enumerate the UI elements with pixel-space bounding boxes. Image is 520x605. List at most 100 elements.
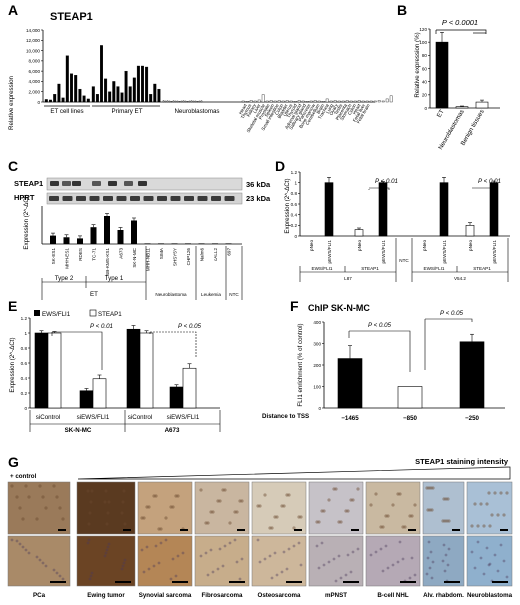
panel-c-ylabel: Expression (2^-ΔCt) (23, 194, 30, 249)
ihc-texture (86, 541, 90, 545)
panel-a-label: A (8, 2, 18, 18)
panel-c-sample-label: MHH-ES1 (65, 248, 70, 269)
panel-e-y-tick-label: 0.2 (21, 391, 28, 396)
scale-bar (492, 581, 508, 583)
panel-a-bar (188, 100, 191, 103)
ihc-texture (339, 520, 343, 524)
ihc-texture (206, 573, 210, 577)
panel-e-y-tick-label: 0.8 (21, 346, 28, 351)
panel-c-sample-label: CHP126 (186, 248, 191, 266)
panel-f-y-tick-label: 400 (313, 320, 321, 325)
blot-band-hprt (197, 196, 208, 201)
blot-band-hprt (184, 196, 194, 201)
panel-a-bar (329, 100, 333, 103)
ihc-texture (374, 492, 378, 496)
panel-a-bar (78, 88, 82, 103)
ihc-texture (123, 522, 127, 526)
ihc-texture (292, 526, 296, 530)
blot-band-hprt (130, 196, 140, 201)
panel-a-bar (166, 100, 169, 103)
ihc-texture (431, 560, 435, 564)
ihc-texture (299, 563, 303, 567)
scale-bar (115, 581, 131, 583)
ihc-tissue-label: Alv. rhabdom. (423, 592, 464, 599)
ihc-texture (428, 566, 432, 570)
ihc-texture (401, 557, 405, 561)
ihc-texture (164, 538, 168, 542)
panel-b-y-tick-label: 80 (422, 53, 428, 58)
ihc-texture (398, 492, 402, 496)
panel-e-bracket-2 (149, 331, 197, 358)
panel-c-sample-label: 697 (227, 248, 232, 256)
panel-d-line-l87: L87 (344, 276, 352, 281)
panel-a-bar (257, 99, 261, 103)
panel-f-y-tick-label: 200 (313, 363, 321, 368)
panel-e-condition-label: siControl (128, 414, 152, 421)
panel-e-bar (139, 332, 154, 409)
ihc-texture (287, 547, 291, 551)
panel-e-legend-swatch-1 (34, 310, 40, 316)
ihc-texture (351, 498, 355, 502)
panel-c-bar (77, 238, 83, 244)
scale-bar (500, 529, 508, 531)
ihc-texture (476, 540, 480, 544)
panel-e-line-sknmc: SK-N-MC (65, 427, 92, 434)
panel-d-y-tick-label: 0.2 (291, 223, 298, 228)
ihc-texture (171, 557, 175, 561)
panel-a-bar (82, 95, 86, 103)
blot-label-steap1: STEAP1 (14, 179, 43, 188)
panel-a-bar (176, 100, 179, 103)
ihc-texture (199, 488, 203, 492)
panel-c-group-nb: Neuroblastoma (155, 292, 187, 297)
panel-b-y-tick-label: 100 (419, 40, 427, 45)
ihc-texture (317, 520, 321, 524)
panel-b-y-tick-label: 40 (422, 79, 428, 84)
panel-a-bar (198, 100, 201, 103)
ihc-texture (216, 567, 220, 571)
ihc-texture (103, 554, 107, 558)
ihc-image-grid (7, 481, 513, 587)
ihc-texture (332, 557, 336, 561)
panel-a-tissue-label: Colon (347, 103, 358, 116)
ihc-texture (429, 550, 433, 554)
panel-a-bar (349, 100, 353, 103)
scale-bar (351, 529, 359, 531)
ihc-texture (38, 558, 42, 562)
ihc-texture (258, 504, 262, 508)
ihc-texture (297, 541, 301, 545)
ihc-texture (171, 505, 175, 509)
scale-bar (123, 529, 131, 531)
panel-f-x-labels: −1465 −850 −250 (341, 415, 479, 422)
ihc-texture (204, 521, 208, 525)
panel-e-y-tick-label: 0.4 (21, 376, 28, 381)
ihc-tissue-label: Neuroblastoma (467, 592, 513, 599)
panel-f-bar (397, 386, 423, 409)
panel-a-bar (124, 70, 128, 103)
panel-a-bar (182, 100, 185, 103)
ihc-texture (263, 557, 267, 561)
panel-a-bar (309, 100, 313, 103)
panel-a-bar (313, 100, 317, 103)
panel-c-bar (63, 237, 70, 244)
ihc-texture (24, 484, 28, 488)
panel-d-bar (465, 225, 475, 237)
ihc-image-bottom (466, 535, 513, 587)
panel-b-y-tick-label: 0 (424, 106, 427, 111)
staining-intensity-wedge (77, 466, 511, 480)
panel-a-bar (389, 95, 393, 103)
ihc-texture (52, 568, 56, 572)
ihc-texture (297, 515, 301, 519)
panel-f-y-ticks: 0 100 200 300 400 (313, 320, 324, 411)
blot-band-hprt (103, 196, 113, 201)
panel-d-y-tick-label: 1 (294, 180, 297, 185)
ihc-texture (107, 500, 111, 504)
ihc-texture (408, 514, 412, 518)
panel-f-x-label: −1465 (341, 415, 359, 422)
ihc-texture (152, 494, 156, 498)
panel-f-title: ChIP SK-N-MC (308, 303, 370, 313)
panel-e-bars (34, 325, 197, 409)
ihc-texture (273, 551, 277, 555)
panel-c-label: C (8, 158, 18, 174)
